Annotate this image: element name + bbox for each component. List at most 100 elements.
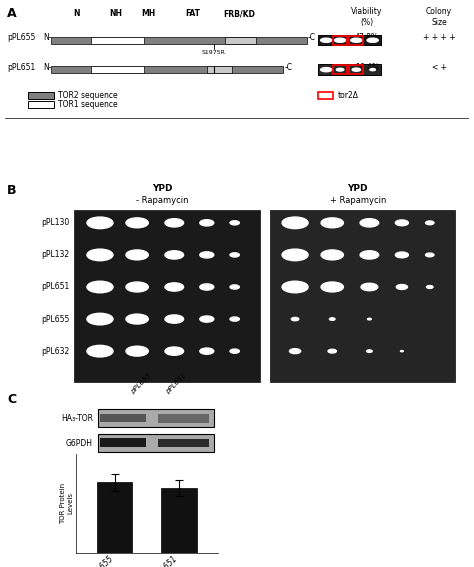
Circle shape bbox=[427, 286, 433, 289]
Circle shape bbox=[230, 253, 239, 257]
Circle shape bbox=[200, 284, 214, 290]
Bar bbox=[319, 35, 381, 45]
Bar bbox=[51, 37, 307, 44]
Circle shape bbox=[282, 281, 308, 293]
Text: Viability
(%): Viability (%) bbox=[351, 7, 383, 27]
Text: -C: -C bbox=[284, 62, 292, 71]
Bar bbox=[158, 414, 209, 424]
Text: N-: N- bbox=[43, 62, 51, 71]
Text: pPL655: pPL655 bbox=[41, 315, 70, 324]
Text: -C: -C bbox=[308, 33, 316, 42]
Bar bbox=[51, 66, 283, 73]
Bar bbox=[333, 65, 347, 74]
Bar bbox=[207, 66, 232, 73]
Circle shape bbox=[165, 251, 183, 259]
Circle shape bbox=[367, 38, 378, 43]
Circle shape bbox=[290, 349, 301, 354]
Bar bbox=[100, 414, 146, 422]
Bar bbox=[162, 488, 197, 553]
Circle shape bbox=[200, 252, 214, 258]
Circle shape bbox=[87, 345, 113, 357]
Text: < +: < + bbox=[431, 62, 447, 71]
Bar bbox=[158, 439, 209, 447]
Circle shape bbox=[321, 218, 343, 228]
Circle shape bbox=[360, 219, 379, 227]
Circle shape bbox=[230, 221, 239, 225]
Text: pPL651: pPL651 bbox=[42, 282, 70, 291]
Bar bbox=[28, 92, 54, 99]
Text: HA₃-TOR: HA₃-TOR bbox=[61, 414, 93, 423]
Text: - Rapamycin: - Rapamycin bbox=[137, 196, 189, 205]
Text: 47.8%: 47.8% bbox=[355, 33, 379, 42]
Circle shape bbox=[335, 38, 346, 43]
Bar bbox=[97, 483, 132, 553]
Circle shape bbox=[282, 217, 308, 229]
Text: Colony
Size: Colony Size bbox=[426, 7, 452, 27]
Text: A: A bbox=[7, 7, 17, 20]
Text: NH: NH bbox=[109, 9, 123, 18]
Text: YPD: YPD bbox=[347, 184, 368, 193]
Circle shape bbox=[126, 346, 148, 356]
Text: + + + +: + + + + bbox=[423, 33, 456, 42]
Circle shape bbox=[395, 220, 409, 226]
Circle shape bbox=[200, 348, 214, 354]
Circle shape bbox=[282, 249, 308, 261]
Bar bbox=[100, 438, 146, 447]
Bar bbox=[74, 210, 260, 382]
Bar bbox=[28, 101, 54, 108]
Text: pPL132: pPL132 bbox=[42, 251, 70, 260]
Bar bbox=[333, 36, 347, 45]
Text: FRB/KD: FRB/KD bbox=[223, 9, 255, 18]
Text: pPL632: pPL632 bbox=[42, 346, 70, 356]
Circle shape bbox=[292, 318, 299, 321]
Circle shape bbox=[165, 315, 183, 323]
Circle shape bbox=[321, 250, 343, 260]
Bar bbox=[91, 66, 144, 73]
Text: pPL655: pPL655 bbox=[7, 33, 36, 42]
Circle shape bbox=[200, 220, 214, 226]
Circle shape bbox=[401, 350, 403, 352]
Text: tor2Δ: tor2Δ bbox=[338, 91, 359, 100]
Circle shape bbox=[165, 219, 183, 227]
Circle shape bbox=[230, 349, 239, 353]
Text: pPL651: pPL651 bbox=[165, 372, 188, 395]
Circle shape bbox=[200, 316, 214, 322]
Text: YPD: YPD bbox=[153, 184, 173, 193]
Circle shape bbox=[351, 38, 362, 43]
Bar bbox=[91, 37, 144, 44]
Circle shape bbox=[165, 347, 183, 356]
Circle shape bbox=[230, 285, 239, 289]
Bar bbox=[270, 210, 456, 382]
Circle shape bbox=[367, 318, 371, 320]
Text: B: B bbox=[7, 184, 17, 197]
Text: C: C bbox=[7, 393, 16, 406]
Text: pPL655: pPL655 bbox=[130, 372, 153, 395]
Text: 16.4%: 16.4% bbox=[355, 62, 379, 71]
Text: + Rapamycin: + Rapamycin bbox=[329, 196, 386, 205]
Text: pPL651: pPL651 bbox=[7, 62, 35, 71]
Circle shape bbox=[87, 281, 113, 293]
Bar bbox=[319, 92, 333, 99]
Circle shape bbox=[230, 317, 239, 321]
Circle shape bbox=[126, 250, 148, 260]
Circle shape bbox=[328, 349, 337, 353]
Bar bbox=[349, 65, 364, 74]
Circle shape bbox=[361, 284, 378, 291]
Text: N-: N- bbox=[43, 33, 51, 42]
Text: N: N bbox=[73, 9, 80, 18]
Text: pPL130: pPL130 bbox=[42, 218, 70, 227]
Text: TOR2 sequence: TOR2 sequence bbox=[58, 91, 118, 100]
Circle shape bbox=[87, 217, 113, 229]
Circle shape bbox=[426, 253, 434, 257]
Circle shape bbox=[395, 252, 409, 258]
Circle shape bbox=[126, 282, 148, 292]
Circle shape bbox=[87, 314, 113, 325]
Text: TOR1 sequence: TOR1 sequence bbox=[58, 100, 118, 109]
Bar bbox=[349, 36, 364, 45]
Text: MH: MH bbox=[142, 9, 156, 18]
Circle shape bbox=[165, 283, 183, 291]
Text: S1975R: S1975R bbox=[202, 50, 226, 55]
Circle shape bbox=[366, 350, 372, 352]
Y-axis label: TOR Protein
Levels: TOR Protein Levels bbox=[60, 483, 73, 524]
Bar bbox=[319, 65, 381, 75]
